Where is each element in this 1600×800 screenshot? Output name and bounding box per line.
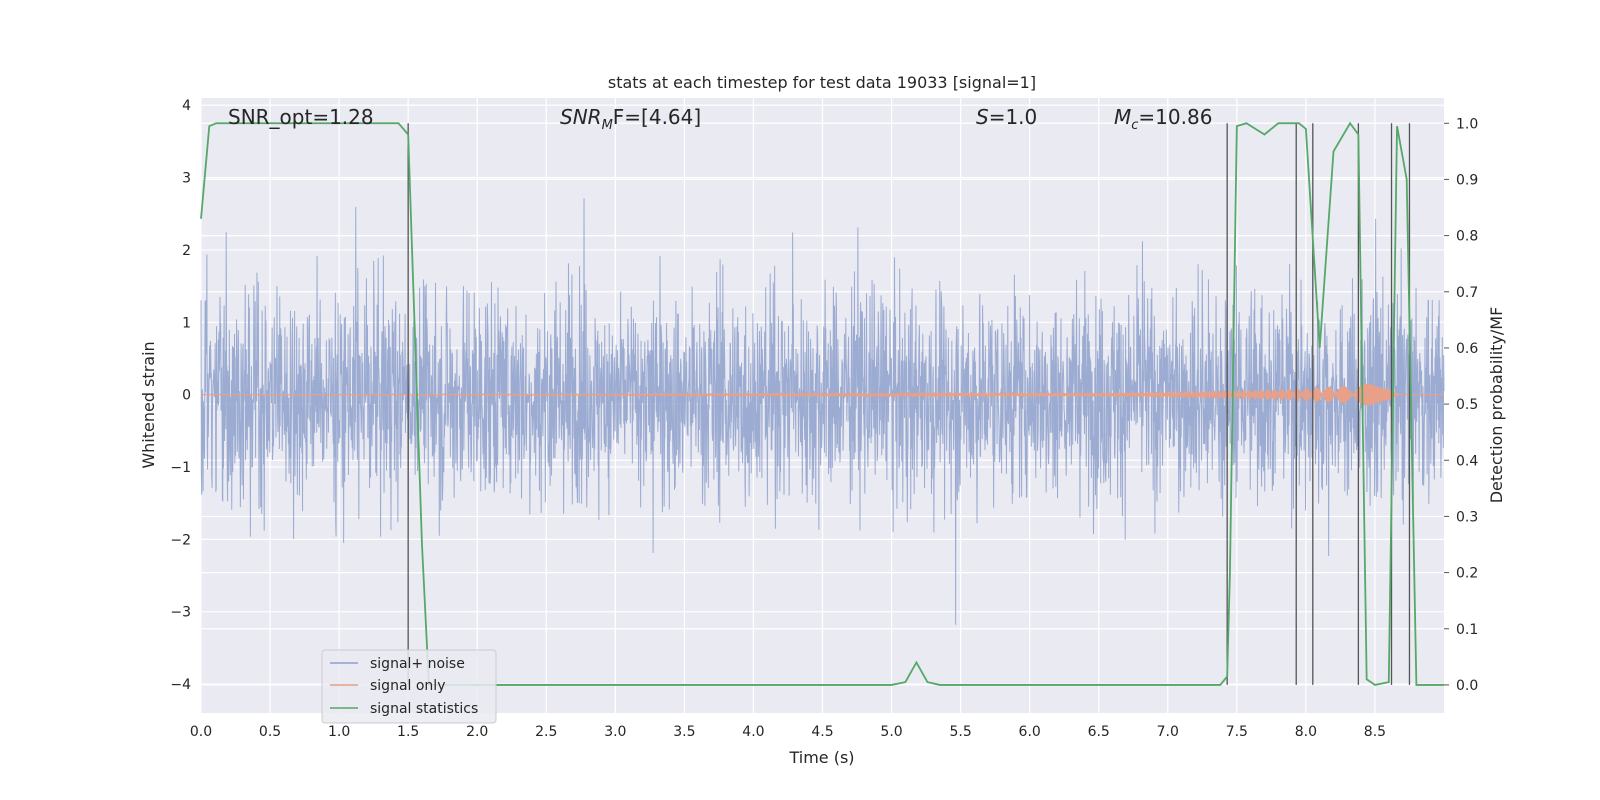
annotation-snr-mf-text: F=[4.64]	[613, 105, 701, 129]
y-right-tick-label: 0.2	[1456, 566, 1478, 582]
y-right-tick-label: 0.9	[1456, 172, 1478, 188]
x-tick-label: 4.5	[811, 724, 833, 740]
annotation-mc-text: =10.86	[1138, 105, 1212, 129]
legend-label-noise: signal+ noise	[370, 656, 465, 672]
y-tick-label: 2	[182, 243, 191, 259]
y-axis-label: Whitened strain	[139, 341, 158, 468]
y-right-tick-labels: 0.0 0.1 0.2 0.3 0.4 0.5 0.6 0.7 0.8 0.9 1.0	[1444, 116, 1478, 694]
legend: signal+ noise signal only signal statist…	[321, 649, 497, 724]
annotation-s-text: =1.0	[989, 105, 1038, 129]
annotation-mc-prefix: M	[1114, 105, 1131, 129]
x-tick-label: 3.0	[604, 724, 626, 740]
y-right-tick-label: 1.0	[1456, 116, 1478, 132]
x-tick-label: 8.5	[1364, 724, 1386, 740]
chart-title: stats at each timestep for test data 190…	[608, 73, 1036, 92]
y-right-tick-label: 0.8	[1456, 229, 1478, 245]
legend-label-stats: signal statistics	[370, 701, 478, 717]
x-tick-label: 7.5	[1226, 724, 1248, 740]
y-right-tick-label: 0.0	[1456, 678, 1478, 694]
legend-label-signal: signal only	[370, 678, 445, 694]
y-right-tick-label: 0.1	[1456, 622, 1478, 638]
x-tick-label: 1.0	[328, 724, 350, 740]
series-signal-statistics	[200, 121, 1444, 686]
x-tick-label: 2.5	[535, 724, 557, 740]
y-right-tick-label: 0.4	[1456, 453, 1478, 469]
legend-box	[321, 649, 497, 724]
x-tick-label: 6.0	[1019, 724, 1041, 740]
annotations: SNR_opt=1.28 SNRMF=[4.64] S=1.0 Mc=10.86	[228, 105, 1212, 133]
annotation-s: S=1.0	[976, 105, 1037, 129]
y-tick-labels: −4 −3 −2 −1 0 1 2 3 4	[170, 98, 191, 693]
y-tick-label: 4	[182, 98, 191, 114]
annotation-mc: Mc=10.86	[1114, 105, 1212, 133]
stats-line	[200, 121, 1444, 686]
y-right-tick-label: 0.6	[1456, 341, 1478, 357]
y-tick-label: −2	[170, 532, 191, 548]
annotation-s-prefix: S	[976, 105, 989, 129]
x-tick-label: 5.0	[880, 724, 902, 740]
x-tick-label: 8.0	[1295, 724, 1317, 740]
x-tick-label: 3.5	[673, 724, 695, 740]
y-right-tick-label: 0.5	[1456, 397, 1478, 413]
y-tick-label: −4	[170, 677, 191, 693]
x-axis-label: Time (s)	[788, 748, 854, 767]
y-tick-label: −1	[170, 460, 191, 476]
y-tick-label: 0	[182, 388, 191, 404]
x-tick-label: 6.5	[1088, 724, 1110, 740]
x-tick-label: 2.0	[466, 724, 488, 740]
annotation-snr-mf-sub: M	[602, 118, 613, 133]
detection-vertical-lines	[407, 123, 1411, 685]
x-tick-labels: 0.0 0.5 1.0 1.5 2.0 2.5 3.0 3.5 4.0 4.5 5.0 5.5 6.0 6…	[190, 724, 1386, 740]
x-tick-label: 0.5	[259, 724, 281, 740]
x-tick-label: 5.5	[949, 724, 971, 740]
x-tick-label: 1.5	[397, 724, 419, 740]
y-right-tick-label: 0.3	[1456, 509, 1478, 525]
annotation-mc-sub: c	[1131, 118, 1138, 133]
y-tick-label: −3	[170, 605, 191, 621]
x-tick-label: 4.0	[742, 724, 764, 740]
y-right-tick-label: 0.7	[1456, 285, 1478, 301]
y-tick-label: 1	[182, 315, 191, 331]
x-tick-label: 0.0	[190, 724, 212, 740]
y-right-axis-label: Detection probability/MF	[1487, 307, 1506, 504]
y-tick-label: 3	[182, 171, 191, 187]
annotation-snr-mf-prefix: SNR	[560, 105, 602, 129]
annotation-snr-opt: SNR_opt=1.28	[228, 105, 374, 129]
x-tick-label: 7.0	[1157, 724, 1179, 740]
annotation-snr-mf: SNRMF=[4.64]	[560, 105, 701, 133]
